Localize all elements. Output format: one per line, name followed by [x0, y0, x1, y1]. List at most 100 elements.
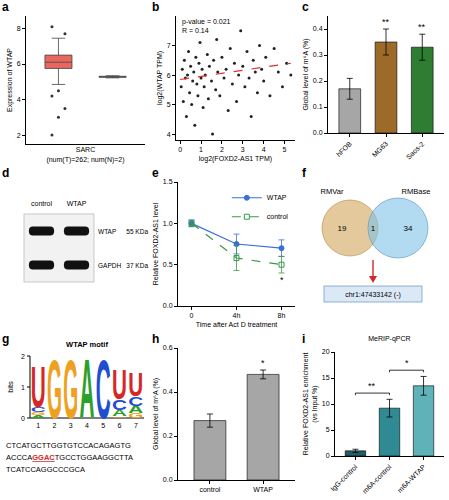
svg-text:Expression of WTAP: Expression of WTAP [6, 48, 14, 112]
svg-text:1: 1 [36, 422, 40, 429]
svg-text:8h: 8h [278, 312, 286, 319]
svg-text:5: 5 [326, 426, 330, 433]
svg-text:19: 19 [338, 224, 347, 233]
svg-text:*: * [280, 275, 284, 285]
svg-text:ACCCAGGACTGCCTGGAAGGCTTA: ACCCAGGACTGCCTGGAAGGCTTA [6, 453, 133, 462]
svg-text:MG63: MG63 [371, 140, 390, 159]
svg-text:**: ** [418, 22, 426, 32]
svg-text:*: * [261, 358, 265, 368]
svg-text:*: * [405, 358, 409, 368]
svg-text:Relative FOXD2-AS1 level: Relative FOXD2-AS1 level [152, 202, 159, 285]
svg-text:10: 10 [322, 400, 330, 407]
svg-text:6: 6 [167, 72, 171, 79]
svg-text:2: 2 [21, 353, 25, 360]
svg-text:4h: 4h [233, 312, 241, 319]
svg-text:0.2: 0.2 [313, 77, 323, 84]
svg-text:37 KDa: 37 KDa [126, 262, 148, 269]
svg-text:Saos-2: Saos-2 [405, 140, 426, 161]
svg-text:0.0: 0.0 [163, 302, 173, 309]
svg-text:chr1:47433142 (-): chr1:47433142 (-) [345, 291, 401, 299]
svg-text:34: 34 [404, 224, 413, 233]
svg-text:0.3: 0.3 [313, 51, 323, 58]
svg-text:RMVar: RMVar [321, 187, 344, 196]
html-text:g: g [2, 332, 10, 346]
svg-text:55 KDa: 55 KDa [126, 228, 148, 235]
svg-text:0.6: 0.6 [163, 344, 173, 351]
svg-text:U: U [128, 367, 143, 404]
svg-text:0: 0 [21, 415, 25, 422]
svg-text:Relative FOXD2-AS1 enrichment(: Relative FOXD2-AS1 enrichment(vs Input %… [302, 353, 319, 456]
svg-text:0: 0 [190, 312, 194, 319]
svg-text:C: C [96, 342, 111, 435]
svg-text:4: 4 [167, 131, 171, 138]
svg-text:WTAP: WTAP [67, 200, 87, 207]
svg-text:0.4: 0.4 [163, 388, 173, 395]
svg-text:WTAP: WTAP [267, 194, 287, 201]
svg-text:1.5: 1.5 [163, 178, 173, 185]
svg-text:control: control [267, 213, 288, 220]
svg-text:U: U [31, 355, 46, 419]
html-text:d: d [2, 166, 10, 180]
svg-text:1: 1 [199, 146, 203, 153]
svg-text:0: 0 [178, 146, 182, 153]
svg-text:0.0: 0.0 [163, 476, 173, 483]
svg-text:Global level of m⁶A (%): Global level of m⁶A (%) [152, 378, 160, 450]
svg-text:5: 5 [167, 101, 171, 108]
svg-text:15: 15 [322, 374, 330, 381]
svg-text:0.2: 0.2 [163, 432, 173, 439]
svg-text:7: 7 [134, 422, 138, 429]
svg-text:G: G [128, 412, 144, 420]
svg-text:1: 1 [371, 224, 376, 233]
svg-text:0.0: 0.0 [313, 129, 323, 136]
html-text:e: e [152, 166, 159, 180]
svg-text:A: A [80, 342, 95, 435]
svg-text:IgG-control: IgG-control [329, 463, 359, 493]
svg-text:2: 2 [17, 132, 21, 139]
svg-text:log2(FOXD2-AS1 TPM): log2(FOXD2-AS1 TPM) [199, 155, 272, 163]
svg-text:U: U [112, 360, 127, 408]
svg-text:CTCATGCTTGGTGTCCACAGAGTG: CTCATGCTTGGTGTCCACAGAGTG [6, 441, 131, 450]
svg-text:WTAP: WTAP [253, 486, 273, 493]
svg-text:control: control [31, 200, 52, 207]
svg-text:7: 7 [167, 42, 171, 49]
svg-text:m6A-control: m6A-control [361, 463, 393, 495]
svg-text:3: 3 [241, 146, 245, 153]
svg-text:RMBase: RMBase [402, 187, 431, 196]
svg-text:0.5: 0.5 [163, 261, 173, 268]
html-text:h: h [152, 332, 160, 346]
svg-text:GAPDH: GAPDH [98, 262, 121, 269]
svg-text:4: 4 [262, 146, 266, 153]
svg-text:5: 5 [283, 146, 287, 153]
svg-text:0.1: 0.1 [313, 103, 323, 110]
svg-text:4: 4 [17, 96, 21, 103]
svg-text:1.0: 1.0 [163, 220, 173, 227]
svg-text:8: 8 [17, 25, 21, 32]
html-text:b: b [152, 0, 160, 14]
svg-text:WTAP: WTAP [98, 228, 116, 235]
svg-text:SARC(num(T)=262; num(N)=2): SARC(num(T)=262; num(N)=2) [46, 146, 124, 163]
svg-text:0: 0 [326, 452, 330, 459]
svg-text:**: ** [382, 17, 390, 27]
svg-text:20: 20 [322, 348, 330, 355]
svg-text:6: 6 [118, 422, 122, 429]
svg-text:A: A [128, 403, 144, 416]
svg-text:p-value = 0.021R = 0.14: p-value = 0.021R = 0.14 [182, 18, 231, 34]
html-text:c: c [302, 0, 309, 14]
svg-text:G: G [47, 342, 62, 436]
svg-text:G: G [63, 342, 78, 436]
svg-text:bits: bits [6, 381, 15, 393]
svg-text:log2(WTAP TPM): log2(WTAP TPM) [156, 51, 164, 105]
svg-text:0.4: 0.4 [313, 25, 323, 32]
svg-text:hFOB: hFOB [335, 140, 353, 158]
svg-text:TCATCCAGGCCCGCA: TCATCCAGGCCCGCA [6, 465, 85, 474]
html-text:a: a [2, 0, 9, 14]
svg-text:Global level of m⁶A (%): Global level of m⁶A (%) [302, 38, 310, 110]
svg-text:2: 2 [220, 146, 224, 153]
svg-text:1: 1 [21, 384, 25, 391]
svg-text:MeRIP-qPCR: MeRIP-qPCR [368, 335, 410, 343]
svg-text:Time after Act D treatment: Time after Act D treatment [196, 321, 277, 328]
svg-text:6: 6 [17, 60, 21, 67]
svg-text:control: control [199, 486, 220, 493]
svg-text:m6A-WTAP: m6A-WTAP [396, 463, 427, 494]
svg-text:**: ** [368, 381, 376, 391]
